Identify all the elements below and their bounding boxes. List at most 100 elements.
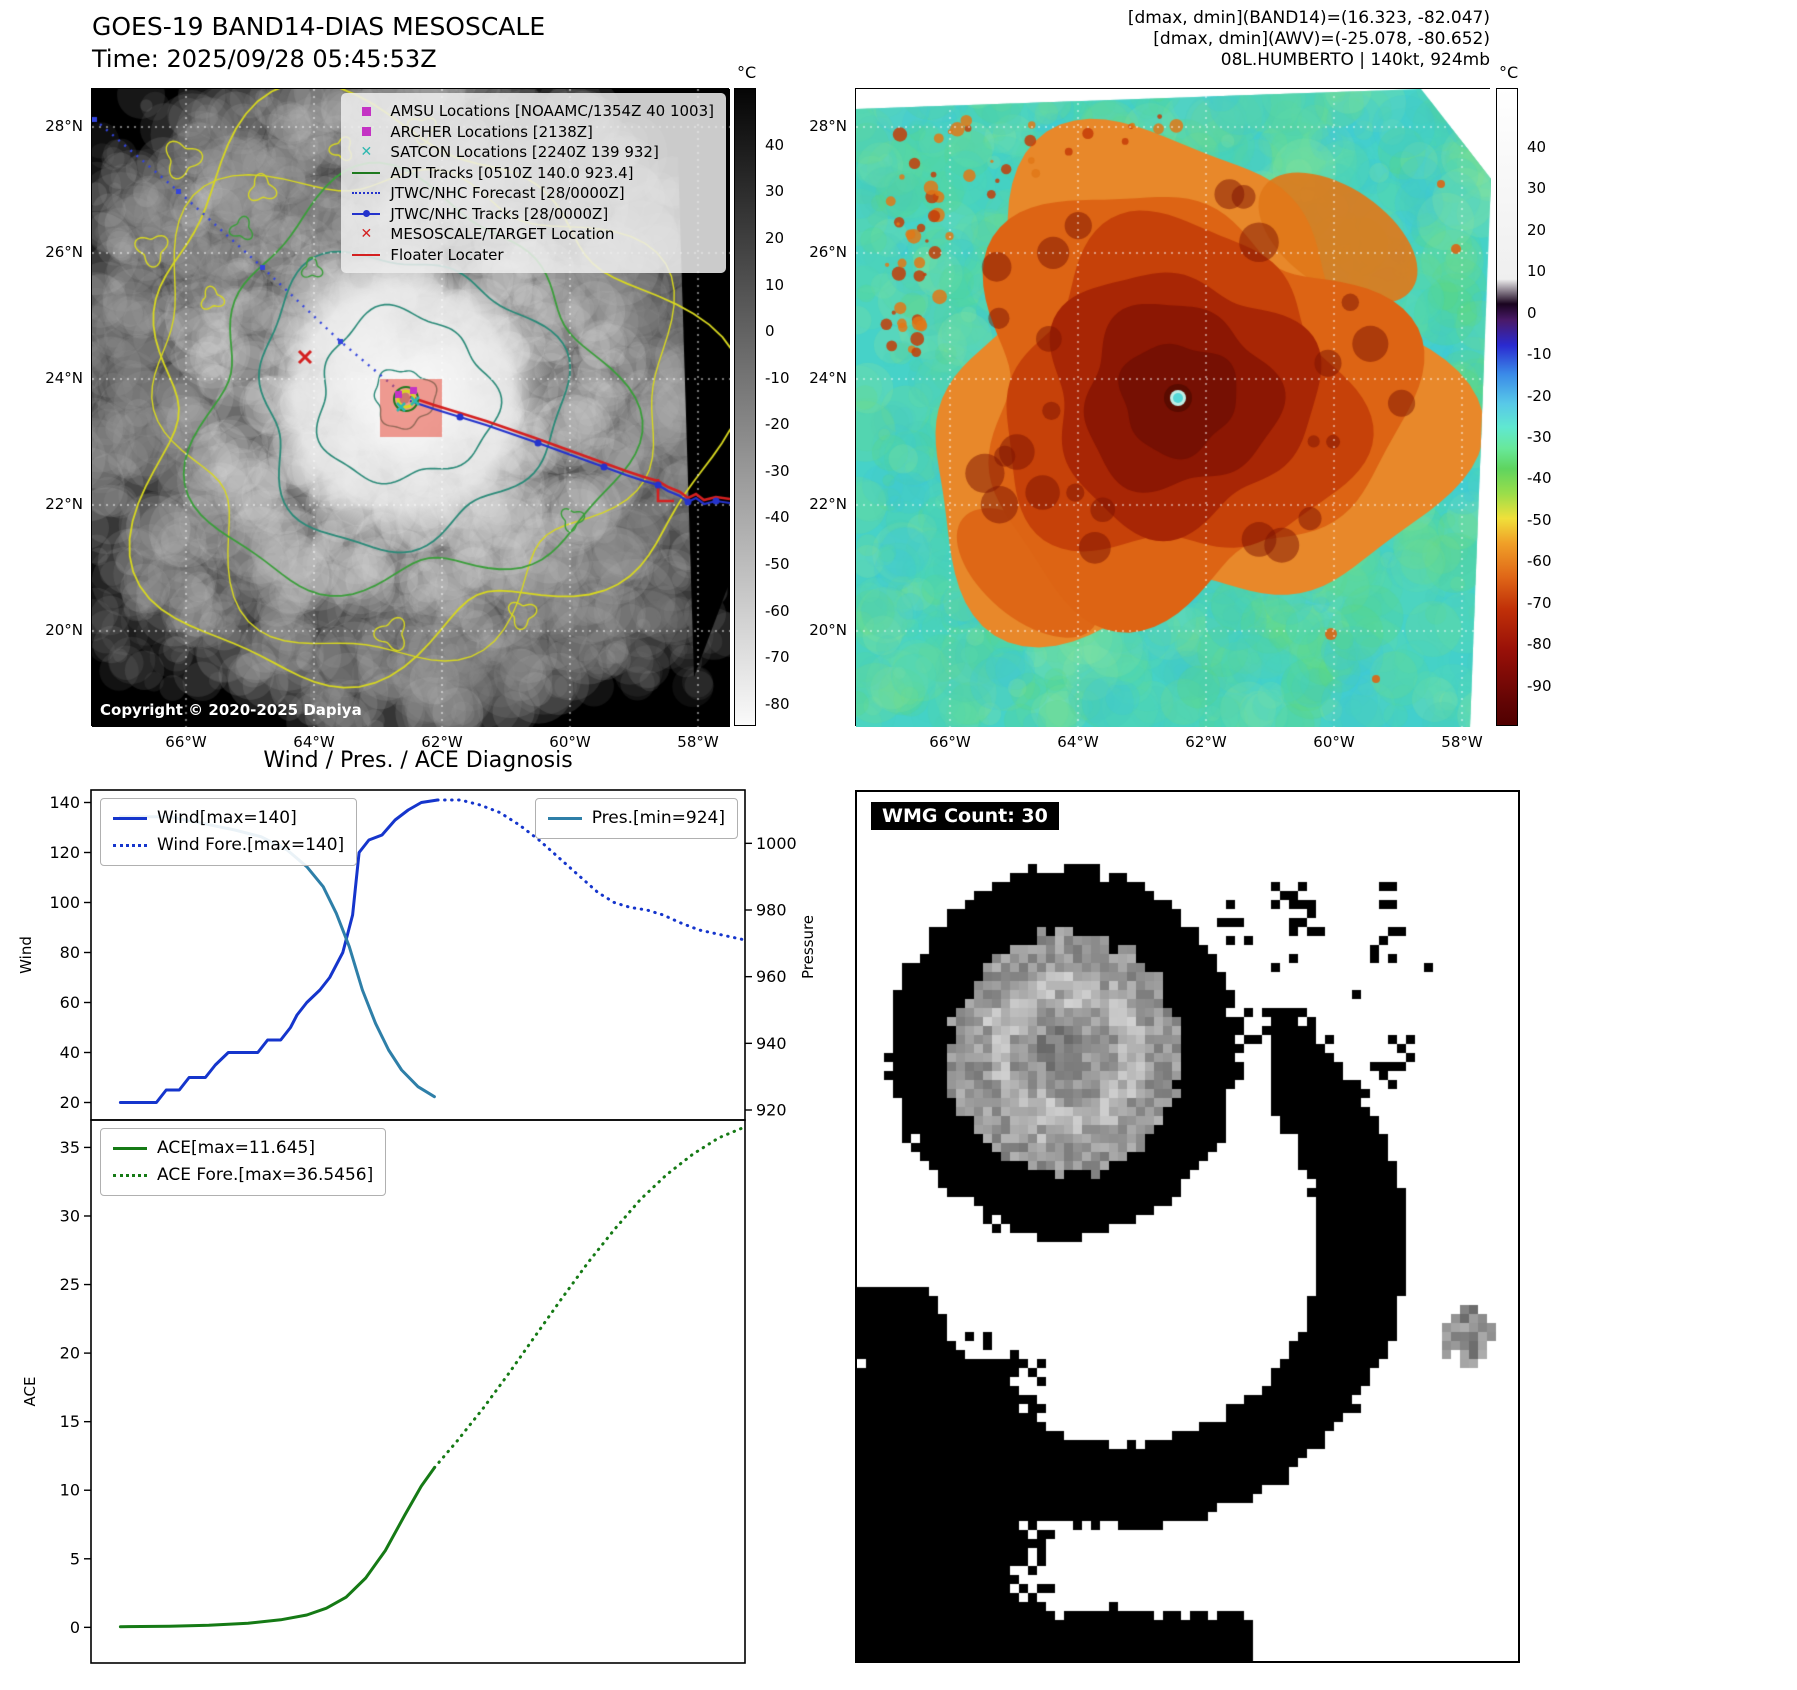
legend-item: ACE[max=11.645] — [113, 1135, 373, 1162]
ace-ytick: 35 — [60, 1138, 80, 1157]
series-line — [118, 1466, 436, 1629]
legend-label: ACE Fore.[max=36.5456] — [157, 1165, 374, 1185]
awv-colorbar: °C 40 30 20 10 0 -10 -20 -30 -40 -50 -60 -70 -80 -90 — [1496, 63, 1552, 726]
series-line — [436, 798, 747, 942]
ace-ytick: 30 — [60, 1206, 80, 1225]
line-dot-marker-icon — [351, 209, 381, 217]
lat-tick: 20°N — [809, 621, 847, 639]
colorbar-tick: 0 — [765, 322, 775, 341]
colorbar-tick: -60 — [765, 601, 790, 620]
x-marker-icon: ✕ — [360, 226, 373, 242]
legend-label: ADT Tracks [0510Z 140.0 923.4] — [390, 163, 634, 182]
colorbar-tick: 20 — [1527, 220, 1547, 239]
wmg-panel: WMG Count: 30 — [855, 790, 1520, 1663]
pressure-ytick: 940 — [756, 1034, 787, 1053]
series-line — [118, 798, 440, 1104]
colorbar-unit-label: °C — [737, 63, 757, 82]
colorbar-tick: -10 — [1527, 345, 1552, 364]
legend-item: ARCHER Locations [2138Z] — [351, 122, 714, 143]
wind-ytick: 60 — [60, 993, 80, 1012]
colorbar-tick: -70 — [765, 648, 790, 667]
colorbar-tick: -30 — [765, 461, 790, 480]
colorbar-tick: 30 — [1527, 179, 1547, 198]
lat-tick: 28°N — [809, 117, 847, 135]
ace-ytick: 5 — [70, 1549, 80, 1568]
colorbar-tick: -60 — [1527, 552, 1552, 571]
lat-tick: 22°N — [45, 495, 83, 513]
colorbar-tick: 10 — [1527, 262, 1547, 281]
awv-header: [dmax, dmin](BAND14)=(16.323, -82.047) [… — [855, 8, 1490, 71]
legend-label: ACE[max=11.645] — [157, 1138, 315, 1158]
wind-pres-ace-charts: 20 40 60 80 100 120 140 920 940 960 980 1000 0 5 10 15 2… — [17, 789, 817, 1664]
legend-item: Pres.[min=924] — [547, 805, 725, 832]
ace-ytick: 0 — [70, 1618, 80, 1637]
legend-label: ARCHER Locations [2138Z] — [390, 122, 593, 141]
pressure-ytick: 1000 — [756, 834, 797, 853]
colorbar-tick: 40 — [765, 135, 785, 154]
pressure-ytick: 960 — [756, 967, 787, 986]
pressure-axis-label: Pressure — [799, 915, 817, 979]
wmg-count-badge: WMG Count: 30 — [871, 802, 1059, 830]
lat-tick: 28°N — [45, 117, 83, 135]
diagnosis-plot: 20 40 60 80 100 120 140 920 940 960 980 1000 0 5 10 15 2… — [17, 789, 817, 1664]
lon-tick: 62°W — [1185, 733, 1227, 751]
lon-tick: 60°W — [549, 733, 591, 751]
chart-legend: Wind[max=140] Wind Fore.[max=140] — [100, 798, 358, 866]
colorbar-tick: -70 — [1527, 593, 1552, 612]
band14-timestamp: Time: 2025/09/28 05:45:53Z — [92, 45, 437, 73]
legend-label: MESOSCALE/TARGET Location — [390, 225, 615, 243]
colorbar-tick: -20 — [1527, 386, 1552, 405]
chart-legend: ACE[max=11.645] ACE Fore.[max=36.5456] — [100, 1128, 387, 1196]
awv-satellite-image — [856, 89, 1491, 727]
legend-item: ACE Fore.[max=36.5456] — [113, 1162, 373, 1189]
wind-ytick: 120 — [49, 843, 80, 862]
lon-tick: 66°W — [929, 733, 971, 751]
lon-tick: 62°W — [421, 733, 463, 751]
wind-axis-label: Wind — [17, 936, 35, 974]
series-marker-icon — [113, 817, 147, 820]
legend-label: Floater Locater — [390, 245, 504, 264]
series-marker-icon — [547, 817, 582, 820]
series-marker-icon — [113, 1147, 147, 1150]
pressure-ytick: 980 — [756, 901, 787, 920]
map-legend: AMSU Locations [NOAAMC/1354Z 40 1003] ARC… — [341, 93, 726, 273]
diagnosis-title: Wind / Pres. / ACE Diagnosis — [263, 748, 573, 773]
ace-axis-label: ACE — [21, 1377, 39, 1407]
legend-item: ADT Tracks [0510Z 140.0 923.4] — [351, 163, 714, 184]
series-line — [432, 1125, 747, 1470]
colorbar-tick: 30 — [765, 182, 785, 201]
colorbar-tick: -50 — [765, 555, 790, 573]
ace-chart-frame — [90, 1119, 746, 1664]
wind-ytick: 80 — [60, 943, 80, 962]
ace-ytick: 10 — [60, 1481, 80, 1500]
dotted-marker-icon — [351, 192, 381, 195]
legend-item: ✕ SATCON Locations [2240Z 139 932] — [351, 142, 714, 163]
lat-tick: 20°N — [45, 621, 83, 639]
awv-map-panel: 28°N 26°N 24°N 22°N 20°N 66°W 64°W 62°W 60°W 58°W — [809, 88, 1491, 751]
wind-ytick: 20 — [60, 1093, 80, 1112]
square-marker-icon — [351, 106, 381, 116]
lat-tick: 24°N — [45, 369, 83, 387]
colorbar-tick: 0 — [1527, 303, 1537, 322]
band14-map-panel: AMSU Locations [NOAAMC/1354Z 40 1003] ARC… — [45, 88, 730, 751]
square-marker-icon — [351, 127, 381, 137]
legend-label: Wind[max=140] — [157, 808, 297, 828]
dmax-dmin-band14: [dmax, dmin](BAND14)=(16.323, -82.047) — [1127, 8, 1490, 28]
lat-tick: 24°N — [809, 369, 847, 387]
legend-item: Floater Locater — [351, 245, 714, 266]
line-marker-icon — [351, 171, 381, 174]
legend-item: Wind Fore.[max=140] — [113, 832, 344, 859]
storm-id-intensity: 08L.HUMBERTO | 140kt, 924mb — [1220, 50, 1490, 70]
colorbar-tick: 40 — [1527, 138, 1547, 156]
colorbar-tick: 20 — [765, 229, 785, 248]
colorbar-tick: -30 — [1527, 428, 1552, 446]
lat-tick: 22°N — [809, 495, 847, 513]
line-marker-icon — [351, 253, 381, 256]
wind-ytick: 140 — [49, 793, 80, 812]
lon-tick: 66°W — [165, 733, 207, 751]
x-marker-icon: ✕ — [360, 144, 373, 160]
wmg-pixel-image — [857, 792, 1518, 1661]
band14-title: GOES-19 BAND14-DIAS MESOSCALE — [92, 12, 546, 41]
ace-ytick: 25 — [60, 1275, 80, 1294]
